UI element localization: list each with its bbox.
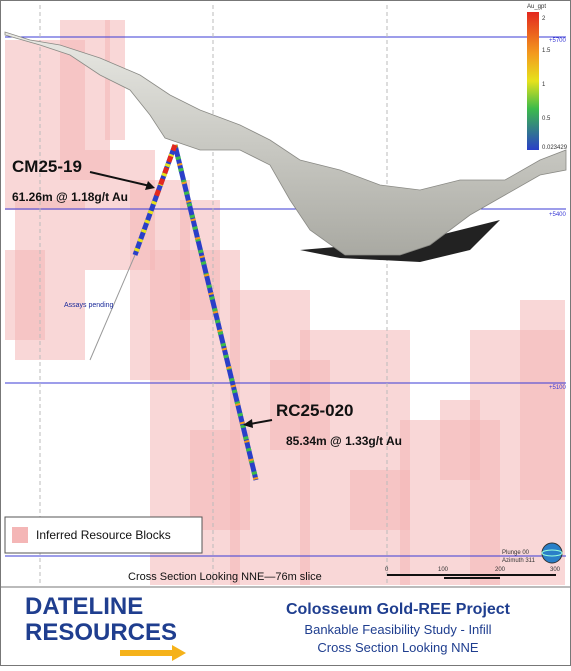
arrow xyxy=(249,419,273,425)
elevation: +5700 xyxy=(549,38,567,44)
logo-line: RESOURCES xyxy=(25,619,177,646)
annotations: CM25-19 61.26m @ 1.18g/t Au Assays pendi… xyxy=(12,157,402,448)
elevation-labels: +5700 +5400 +5100 xyxy=(549,38,567,391)
drill-holes xyxy=(89,144,259,481)
caption: Cross Section Looking NNE—76m slice xyxy=(128,571,322,583)
scale-label: 300 xyxy=(550,567,561,573)
scale-label: 2 xyxy=(542,16,546,22)
footer-subtitle: Cross Section Looking NNE xyxy=(317,640,478,655)
footer-title: Colosseum Gold-REE Project xyxy=(286,601,511,618)
scale-label: 1.5 xyxy=(542,48,551,54)
scale-label: 1 xyxy=(542,82,546,88)
arrow xyxy=(89,171,151,187)
elevation: +5400 xyxy=(549,212,567,218)
legend-label: Inferred Resource Blocks xyxy=(36,528,171,542)
scale-title: Au_gpt xyxy=(527,4,546,10)
globe-ring xyxy=(541,549,563,557)
legend-box xyxy=(4,516,203,554)
hole-note: Assays pending xyxy=(64,302,114,309)
legend: Inferred Resource Blocks xyxy=(4,516,203,554)
color-scale: Au_gpt 2 1.5 1 0.5 0.023429 xyxy=(527,4,568,151)
azimuth: Azimuth 311 xyxy=(502,558,536,564)
legend-swatch xyxy=(12,527,28,543)
orientation: Plunge 00 Azimuth 311 xyxy=(502,542,563,564)
elevation: +5100 xyxy=(549,385,567,391)
logo-line: DATELINE xyxy=(25,593,143,620)
color-bar xyxy=(527,12,539,150)
plunge: Plunge 00 xyxy=(502,550,530,556)
arrow-head xyxy=(243,419,253,428)
scale-label: 100 xyxy=(438,567,449,573)
scale-label: 0.5 xyxy=(542,116,551,122)
hole-name: RC25-020 xyxy=(276,401,354,420)
scale-label: 0.023429 xyxy=(542,145,568,151)
scale-label: 200 xyxy=(495,567,506,573)
logo-arrow xyxy=(120,645,186,661)
orientation-globe xyxy=(541,542,563,564)
hole-intercept: 61.26m @ 1.18g/t Au xyxy=(12,190,128,204)
logo: DATELINE RESOURCES xyxy=(25,593,186,661)
topography xyxy=(4,31,567,256)
scale-bar: 0 100 200 300 xyxy=(385,567,561,579)
hole-name: CM25-19 xyxy=(12,157,82,176)
hole-intercept: 85.34m @ 1.33g/t Au xyxy=(286,434,402,448)
footer-subtitle: Bankable Feasibility Study - Infill xyxy=(304,622,491,637)
scale-label: 0 xyxy=(385,567,389,573)
arrow-head xyxy=(145,181,155,190)
